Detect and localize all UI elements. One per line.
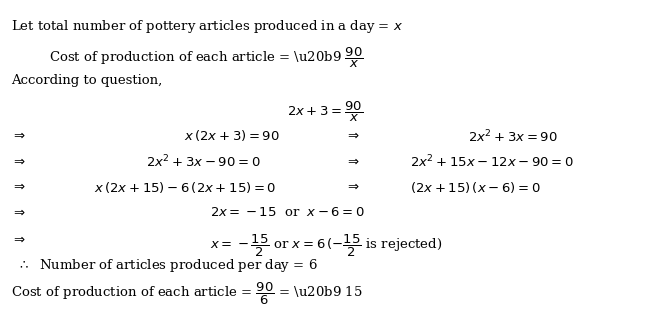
Text: $2x^2 + 3x = 90$: $2x^2 + 3x = 90$ (467, 128, 557, 145)
Text: $\Rightarrow$: $\Rightarrow$ (10, 180, 25, 193)
Text: Let total number of pottery articles produced in a day = $x$: Let total number of pottery articles pro… (10, 18, 403, 35)
Text: $2x^2 + 15x - 12x - 90 = 0$: $2x^2 + 15x - 12x - 90 = 0$ (409, 154, 574, 171)
Text: $2x^2 + 3x - 90 = 0$: $2x^2 + 3x - 90 = 0$ (146, 154, 260, 171)
Text: Cost of production of each article = \u20b9 $\dfrac{90}{x}$: Cost of production of each article = \u2… (49, 46, 364, 70)
Text: Cost of production of each article = $\dfrac{90}{6}$ = \u20b9 15: Cost of production of each article = $\d… (10, 281, 363, 307)
Text: $\Rightarrow$: $\Rightarrow$ (10, 233, 25, 246)
Text: $2x + 3 = \dfrac{90}{x}$: $2x + 3 = \dfrac{90}{x}$ (288, 100, 363, 124)
Text: $\Rightarrow$: $\Rightarrow$ (10, 206, 25, 219)
Text: $x\,(2x + 3) = 90$: $x\,(2x + 3) = 90$ (185, 128, 280, 143)
Text: According to question,: According to question, (10, 74, 162, 87)
Text: $2x = -15$  or  $x - 6 = 0$: $2x = -15$ or $x - 6 = 0$ (210, 206, 365, 219)
Text: $\Rightarrow$: $\Rightarrow$ (346, 180, 361, 193)
Text: $\Rightarrow$: $\Rightarrow$ (346, 128, 361, 141)
Text: $\Rightarrow$: $\Rightarrow$ (10, 128, 25, 141)
Text: $\Rightarrow$: $\Rightarrow$ (10, 154, 25, 167)
Text: $x\,(2x + 15) - 6\,(2x + 15) = 0$: $x\,(2x + 15) - 6\,(2x + 15) = 0$ (95, 180, 276, 195)
Text: $\therefore$  Number of articles produced per day = 6: $\therefore$ Number of articles produced… (17, 257, 318, 274)
Text: $(2x + 15)\,(x - 6) = 0$: $(2x + 15)\,(x - 6) = 0$ (409, 180, 541, 195)
Text: $\Rightarrow$: $\Rightarrow$ (346, 154, 361, 167)
Text: $x = -\dfrac{15}{2}$ or $x = 6\,(-\dfrac{15}{2}$ is rejected): $x = -\dfrac{15}{2}$ or $x = 6\,(-\dfrac… (210, 233, 442, 259)
